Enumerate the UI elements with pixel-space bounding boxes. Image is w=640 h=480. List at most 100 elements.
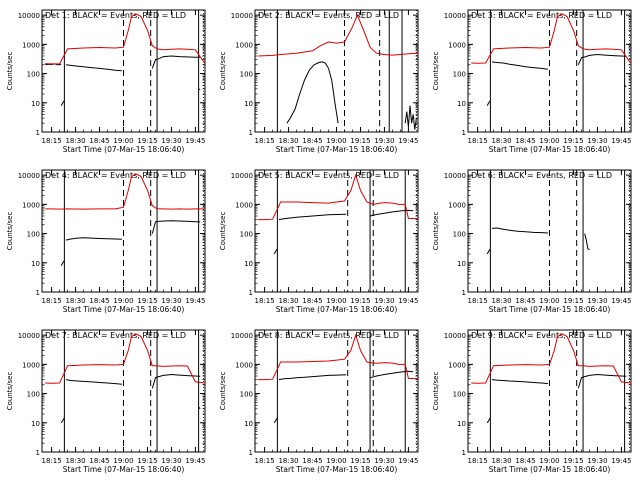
plot-frame — [254, 169, 419, 293]
y-tick-label: 1000 — [22, 361, 40, 369]
x-tick-label: 18:30 — [278, 137, 298, 145]
chart-panel-det-1: Det 1: BLACK = Events, RED = LLD 1 10 100 10… — [6, 9, 206, 154]
y-tick-label: 10 — [244, 100, 253, 108]
y-axis-label: Counts/sec — [6, 372, 14, 411]
series-events-line — [491, 379, 548, 385]
y-tick-label: 10000 — [231, 332, 253, 340]
y-tick-label: 10000 — [18, 332, 40, 340]
y-tick-label: 10000 — [18, 12, 40, 20]
series-events-line — [486, 417, 491, 424]
x-tick-label: 19:30 — [161, 457, 181, 465]
x-tick-label: 19:30 — [374, 137, 394, 145]
chart-panel-det-3: Det 3: BLACK = Events, RED = LLD 1 10 100 10… — [432, 9, 632, 154]
x-tick-label: 19:15 — [563, 137, 583, 145]
series-events-line — [60, 417, 65, 424]
x-tick-label: 19:45 — [398, 297, 418, 305]
chart-panel-det-5: Det 5: BLACK = Events, RED = LLD 1 10 100 10… — [219, 169, 419, 314]
y-tick-label: 1000 — [235, 41, 253, 49]
series-events-line — [584, 233, 590, 251]
y-axis-label: Counts/sec — [6, 52, 14, 91]
y-axis-label: Counts/sec — [432, 52, 440, 91]
x-tick-label: 18:30 — [278, 457, 298, 465]
x-tick-label: 19:45 — [398, 137, 418, 145]
x-tick-label: 18:45 — [89, 457, 109, 465]
series-events-line — [273, 248, 278, 255]
x-tick-label: 19:15 — [563, 457, 583, 465]
x-tick-label: 19:15 — [350, 457, 370, 465]
series-lld-line — [471, 13, 632, 64]
series-events-line — [486, 248, 491, 255]
y-tick-label: 100 — [453, 71, 466, 79]
x-tick-label: 18:15 — [41, 137, 61, 145]
y-tick-label: 100 — [27, 231, 40, 239]
x-tick-label: 19:30 — [374, 457, 394, 465]
series-lld-line — [45, 13, 206, 65]
x-tick-label: 18:30 — [65, 297, 85, 305]
x-tick-label: 19:00 — [113, 137, 133, 145]
panel-title: Det 8: BLACK = Events, RED = LLD — [258, 331, 399, 340]
panel-title: Det 5: BLACK = Events, RED = LLD — [258, 171, 399, 180]
y-axis-label: Counts/sec — [219, 52, 227, 91]
y-tick-label: 10000 — [231, 12, 253, 20]
y-tick-label: 10 — [31, 260, 40, 268]
y-tick-label: 100 — [240, 231, 253, 239]
x-axis-label: Start Time (07-Mar-15 18:06:40) — [63, 145, 185, 154]
x-tick-label: 18:45 — [89, 297, 109, 305]
y-axis-label: Counts/sec — [6, 212, 14, 251]
y-tick-label: 1000 — [448, 361, 466, 369]
panel-title: Det 3: BLACK = Events, RED = LLD — [471, 11, 612, 20]
y-tick-label: 1 — [462, 129, 466, 137]
y-tick-label: 100 — [240, 71, 253, 79]
x-tick-label: 18:45 — [515, 297, 535, 305]
x-tick-label: 18:15 — [41, 457, 61, 465]
y-tick-label: 100 — [27, 71, 40, 79]
y-tick-label: 100 — [27, 391, 40, 399]
y-tick-label: 10 — [457, 420, 466, 428]
y-axis-label: Counts/sec — [219, 372, 227, 411]
series-lld-line — [471, 333, 632, 384]
series-events-line — [369, 370, 414, 379]
x-tick-label: 19:00 — [113, 297, 133, 305]
series-events-line — [369, 209, 414, 217]
x-tick-label: 19:15 — [137, 137, 157, 145]
y-tick-label: 1000 — [235, 361, 253, 369]
x-tick-label: 19:15 — [137, 297, 157, 305]
x-tick-label: 19:45 — [185, 137, 205, 145]
x-tick-label: 19:00 — [113, 457, 133, 465]
series-events-line — [65, 237, 122, 241]
x-tick-label: 19:15 — [350, 137, 370, 145]
y-tick-label: 1000 — [235, 201, 253, 209]
x-tick-label: 19:45 — [611, 137, 631, 145]
y-tick-label: 1 — [249, 129, 253, 137]
x-tick-label: 19:00 — [326, 457, 346, 465]
x-tick-label: 18:45 — [302, 297, 322, 305]
x-axis-label: Start Time (07-Mar-15 18:06:40) — [63, 465, 185, 474]
y-tick-label: 100 — [453, 231, 466, 239]
x-tick-label: 19:30 — [587, 457, 607, 465]
x-tick-label: 19:00 — [326, 137, 346, 145]
series-events-line — [404, 105, 417, 130]
x-tick-label: 19:15 — [137, 457, 157, 465]
y-tick-label: 1000 — [448, 201, 466, 209]
x-tick-label: 19:00 — [539, 137, 559, 145]
panel-title: Det 2: BLACK = Events, RED = LLD — [258, 11, 399, 20]
x-tick-label: 18:45 — [89, 137, 109, 145]
series-events-line — [624, 406, 627, 410]
x-tick-label: 18:45 — [515, 457, 535, 465]
y-tick-label: 10 — [457, 260, 466, 268]
series-lld-line — [45, 173, 205, 210]
y-tick-label: 100 — [240, 391, 253, 399]
x-axis-label: Start Time (07-Mar-15 18:06:40) — [276, 305, 398, 314]
y-tick-label: 10 — [244, 260, 253, 268]
x-axis-label: Start Time (07-Mar-15 18:06:40) — [489, 465, 611, 474]
y-tick-label: 1 — [249, 449, 253, 457]
x-tick-label: 19:00 — [539, 457, 559, 465]
x-tick-label: 19:30 — [587, 137, 607, 145]
y-tick-label: 10000 — [444, 172, 466, 180]
x-tick-label: 19:30 — [161, 137, 181, 145]
series-lld-line — [45, 333, 206, 384]
series-lld-line — [258, 333, 419, 381]
panel-title: Det 7: BLACK = Events, RED = LLD — [45, 331, 186, 340]
y-tick-label: 1000 — [22, 201, 40, 209]
series-events-line — [151, 220, 201, 234]
